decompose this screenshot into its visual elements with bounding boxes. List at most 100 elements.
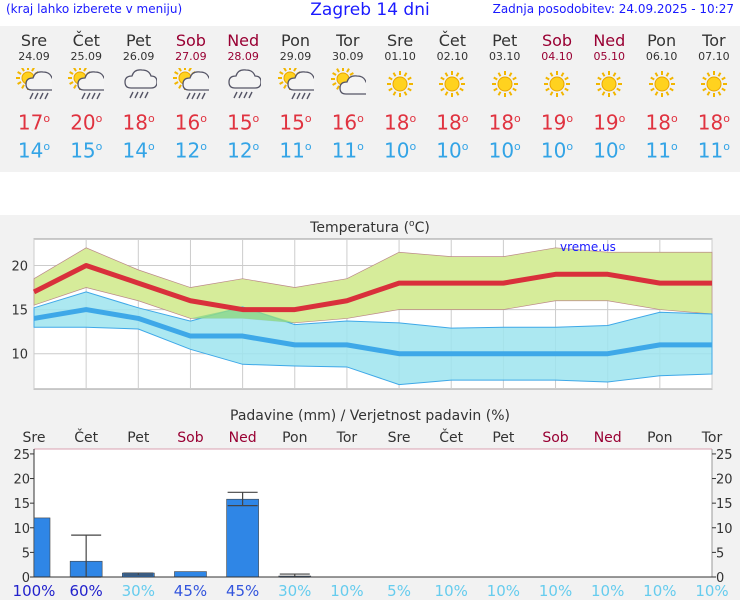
temp-max: 18o bbox=[384, 110, 417, 135]
day-column: Sre 24.09 17o 14o bbox=[8, 26, 60, 163]
y-tick-label: 10 bbox=[11, 348, 28, 363]
y-tick-label: 20 bbox=[11, 259, 28, 274]
weather-icon-wrap bbox=[322, 67, 374, 103]
day-name: Sob bbox=[175, 31, 206, 50]
y-tick-label-right: 20 bbox=[716, 473, 733, 488]
day-date: 29.09 bbox=[279, 50, 312, 63]
day-column: Čet 02.10 18o 10o bbox=[426, 26, 478, 163]
y-tick-label-left: 5 bbox=[22, 546, 30, 561]
day-date: 05.10 bbox=[593, 50, 626, 63]
temp-max: 18o bbox=[122, 110, 155, 135]
temp-min-value: 10 bbox=[488, 138, 515, 163]
day-column: Ned 05.10 19o 10o bbox=[583, 26, 635, 163]
temp-max-value: 18 bbox=[645, 110, 671, 135]
weather-icon-wrap bbox=[374, 67, 426, 103]
day-name: Ned bbox=[593, 31, 626, 50]
x-tick-label: Sob bbox=[542, 430, 568, 446]
temp-max: 15o bbox=[227, 110, 260, 135]
watermark: vreme.us bbox=[560, 240, 616, 254]
temp-max: 18o bbox=[488, 110, 521, 135]
temp-max-value: 18 bbox=[384, 110, 410, 135]
cloud-rain-icon bbox=[123, 69, 157, 99]
day-name: Tor bbox=[702, 31, 726, 50]
sun-icon bbox=[596, 71, 623, 97]
y-tick-label-right: 10 bbox=[716, 522, 733, 537]
temp-min: 10o bbox=[436, 138, 469, 163]
temp-min: 14o bbox=[122, 138, 155, 163]
location-menu-hint[interactable]: (kraj lahko izberete v meniju) bbox=[6, 2, 183, 16]
day-date: 07.10 bbox=[698, 50, 730, 63]
day-name: Pon bbox=[280, 31, 310, 50]
temp-min: 11o bbox=[331, 138, 364, 163]
day-name: Čet bbox=[438, 31, 467, 50]
temp-min: 10o bbox=[540, 138, 574, 163]
temp-min-value: 10 bbox=[436, 138, 462, 163]
precip-bar bbox=[174, 571, 207, 578]
temp-min-value: 15 bbox=[70, 138, 96, 163]
weather-icon-wrap bbox=[531, 67, 583, 103]
day-column: Sob 27.09 16o 12o bbox=[165, 26, 217, 163]
temp-min-value: 10 bbox=[593, 138, 619, 163]
temp-max: 19o bbox=[540, 110, 574, 135]
temp-min-value: 12 bbox=[227, 138, 253, 163]
temp-max-value: 18 bbox=[122, 110, 148, 135]
temp-min: 12o bbox=[174, 138, 207, 163]
sun-icon bbox=[439, 71, 466, 97]
weather-icon-wrap bbox=[479, 67, 531, 103]
temp-min: 12o bbox=[227, 138, 260, 163]
day-column: Pet 03.10 18o 10o bbox=[479, 26, 531, 163]
x-tick-label: Ned bbox=[229, 430, 257, 446]
temp-max-value: 20 bbox=[70, 110, 96, 135]
x-tick-label: Pet bbox=[492, 430, 515, 446]
x-tick-label: Tor bbox=[701, 430, 723, 446]
y-tick-label-right: 5 bbox=[716, 546, 724, 561]
chart-title: Temperatura (oC) bbox=[309, 219, 430, 236]
precip-bar bbox=[226, 498, 259, 578]
partly-cloudy-rain-icon bbox=[277, 68, 314, 100]
precip-bar bbox=[33, 517, 51, 578]
temp-max: 18o bbox=[645, 110, 678, 135]
probability-label: 45% bbox=[174, 582, 207, 600]
temp-min: 11o bbox=[697, 138, 730, 163]
day-name: Pet bbox=[125, 31, 152, 50]
temp-max-value: 15 bbox=[279, 110, 305, 135]
day-date: 25.09 bbox=[70, 50, 103, 63]
weather-icon-wrap bbox=[217, 67, 269, 103]
day-name: Tor bbox=[336, 31, 360, 50]
x-tick-label: Sre bbox=[23, 430, 46, 446]
weather-icon-wrap bbox=[165, 67, 217, 103]
day-name: Pet bbox=[492, 31, 518, 50]
y-tick-label-left: 0 bbox=[22, 571, 30, 586]
temp-min: 10o bbox=[593, 138, 626, 163]
probability-label: 60% bbox=[69, 582, 102, 600]
temp-max: 17o bbox=[17, 110, 51, 135]
temp-max: 19o bbox=[593, 110, 626, 135]
temp-min-value: 14 bbox=[17, 138, 44, 163]
day-column: Pon 06.10 18o 11o bbox=[636, 26, 688, 163]
x-tick-label: Tor bbox=[336, 430, 358, 446]
y-tick-label-right: 0 bbox=[716, 571, 724, 586]
temp-min-value: 14 bbox=[122, 138, 148, 163]
top-bar: (kraj lahko izberete v meniju) Zagreb 14… bbox=[0, 0, 740, 22]
weather-icon-wrap bbox=[426, 67, 478, 103]
temp-max: 16o bbox=[174, 110, 207, 135]
probability-label: 100% bbox=[13, 582, 56, 600]
temp-min-value: 10 bbox=[384, 138, 410, 163]
x-tick-label: Čet bbox=[439, 428, 463, 446]
day-column: Pet 26.09 18o 14o bbox=[113, 26, 165, 163]
x-tick-label: Pon bbox=[282, 430, 307, 446]
day-column: Pon 29.09 15o 11o bbox=[270, 26, 322, 163]
probability-label: 10% bbox=[487, 582, 520, 600]
temp-min-value: 11 bbox=[331, 138, 358, 163]
temp-min-value: 10 bbox=[540, 138, 567, 163]
temp-min: 10o bbox=[384, 138, 417, 163]
sun-icon bbox=[648, 71, 675, 97]
y-tick-label-right: 15 bbox=[716, 497, 733, 512]
day-date: 28.09 bbox=[227, 50, 259, 63]
temp-min-value: 12 bbox=[174, 138, 201, 163]
temp-min-value: 11 bbox=[279, 138, 305, 163]
x-tick-label: Pon bbox=[647, 430, 672, 446]
day-name: Pon bbox=[647, 31, 677, 50]
last-update: Zadnja posodobitev: 24.09.2025 - 10:27 bbox=[492, 2, 734, 16]
day-column: Tor 07.10 18o 11o bbox=[688, 26, 740, 163]
